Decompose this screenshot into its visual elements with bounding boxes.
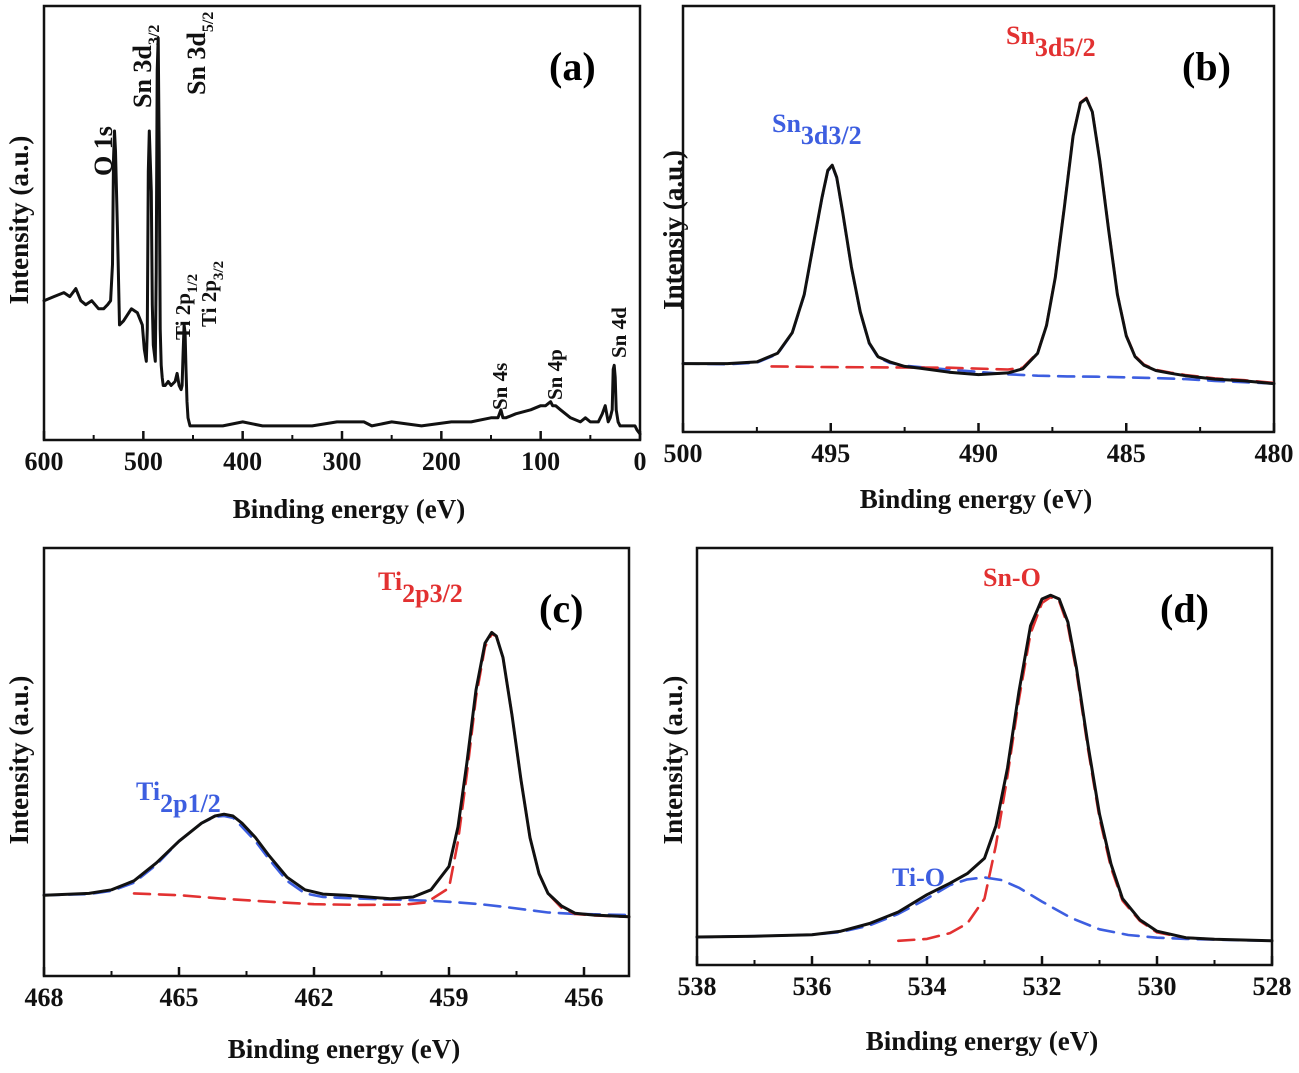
- x-tick-label: 485: [1107, 439, 1146, 468]
- x-tick-label: 480: [1255, 439, 1294, 468]
- x-tick-label: 536: [793, 972, 832, 1001]
- annot-ti2p12-c-sub: 2p1/2: [160, 789, 221, 818]
- annot-sn3d32-b: Sn3d3/2: [772, 109, 862, 150]
- annot-ti2p32-sub: 3/2: [211, 261, 227, 280]
- x-tick-label: 200: [422, 447, 461, 476]
- annot-sno: Sn-O: [983, 563, 1041, 592]
- annot-ti2p12-c: Ti2p1/2: [136, 777, 221, 818]
- annot-ti2p12-c-main: Ti: [136, 777, 160, 806]
- x-tick-label: 495: [811, 439, 850, 468]
- annot-ti2p32-c: Ti2p3/2: [378, 567, 463, 608]
- annot-ti2p12-sub: 1/2: [185, 274, 201, 293]
- panel-a-label: (a): [549, 44, 596, 89]
- annot-ti2p32-c-sub: 2p3/2: [402, 579, 463, 608]
- annot-sn3d52-sub: 5/2: [200, 12, 217, 32]
- panel-a-ylabel: Intensity (a.u.): [4, 136, 34, 305]
- annot-sn3d52-b-sub: 3d5/2: [1035, 33, 1096, 62]
- panel-a: (a) Binding energy (eV) Intensity (a.u.)…: [4, 4, 647, 524]
- panel-c-xlabel: Binding energy (eV): [228, 1034, 461, 1064]
- x-tick-label: 300: [323, 447, 362, 476]
- series-measured: [681, 97, 1276, 386]
- x-tick-label: 532: [1023, 972, 1062, 1001]
- annot-sn4p: Sn 4p: [543, 349, 567, 400]
- annot-ti2p32-c-main: Ti: [378, 567, 402, 596]
- series-measured: [695, 593, 1274, 943]
- x-tick-label: 490: [959, 439, 998, 468]
- annot-sn3d32-main: Sn 3d: [128, 45, 157, 108]
- x-tick-label: 530: [1138, 972, 1177, 1001]
- x-tick-label: 456: [565, 983, 604, 1012]
- panel-d-ylabel: Intensity (a.u.): [658, 676, 688, 845]
- annot-sn4s: Sn 4s: [488, 363, 512, 410]
- annot-tio: Ti-O: [892, 863, 945, 892]
- annot-sn3d32-b-sub: 3d3/2: [801, 121, 862, 150]
- panel-c-label: (c): [539, 586, 583, 631]
- x-tick-label: 459: [430, 983, 469, 1012]
- x-tick-label: 500: [664, 439, 703, 468]
- panel-d-xlabel: Binding energy (eV): [866, 1026, 1099, 1056]
- annot-ti2p32: Ti 2p3/2: [197, 261, 227, 327]
- x-tick-label: 468: [25, 983, 64, 1012]
- series-measured: [42, 630, 631, 919]
- series-ti2p1-2-fit: [42, 814, 631, 917]
- x-tick-label: 400: [223, 447, 262, 476]
- panel-d-label: (d): [1160, 586, 1209, 631]
- series-ti-o-fit: [695, 876, 1274, 943]
- series-sn-o-fit: [897, 595, 1216, 943]
- annot-sn3d52-main: Sn 3d: [182, 32, 211, 95]
- annot-sn3d32: Sn 3d3/2: [128, 25, 163, 108]
- annot-sn3d32-b-main: Sn: [772, 109, 801, 138]
- x-tick-label: 465: [160, 983, 199, 1012]
- panel-b-label: (b): [1182, 44, 1231, 89]
- panel-c: (c) Binding energy (eV) Intensity (a.u.)…: [4, 546, 631, 1064]
- series-sn3d3-2-fit: [681, 164, 1276, 385]
- plot-frame: [42, 546, 631, 978]
- annot-sn3d52-b-main: Sn: [1006, 21, 1035, 50]
- panel-c-ylabel: Intensity (a.u.): [4, 676, 34, 845]
- x-tick-label: 0: [634, 447, 647, 476]
- annot-ti2p32-main: Ti 2p: [197, 280, 221, 327]
- x-tick-label: 528: [1253, 972, 1292, 1001]
- panel-a-xlabel: Binding energy (eV): [233, 494, 466, 524]
- panel-d: (d) Binding energy (eV) Intensity (a.u.)…: [658, 546, 1292, 1056]
- annot-sn3d32-sub: 3/2: [146, 25, 163, 45]
- x-tick-label: 100: [521, 447, 560, 476]
- x-tick-label: 538: [678, 972, 717, 1001]
- annot-sn4d: Sn 4d: [607, 307, 631, 358]
- annot-sn3d52: Sn 3d5/2: [182, 12, 217, 95]
- x-tick-label: 500: [124, 447, 163, 476]
- panel-b-xlabel: Binding energy (eV): [860, 484, 1093, 514]
- annot-sn3d52-b: Sn3d5/2: [1006, 21, 1096, 62]
- panel-b: (b) Binding energy (eV) Intensiy (a.u.) …: [658, 4, 1294, 514]
- series-ti2p3-2-fit: [132, 632, 631, 919]
- x-tick-label: 462: [295, 983, 334, 1012]
- x-tick-label: 600: [25, 447, 64, 476]
- series-survey: [42, 36, 642, 436]
- x-tick-label: 534: [908, 972, 947, 1001]
